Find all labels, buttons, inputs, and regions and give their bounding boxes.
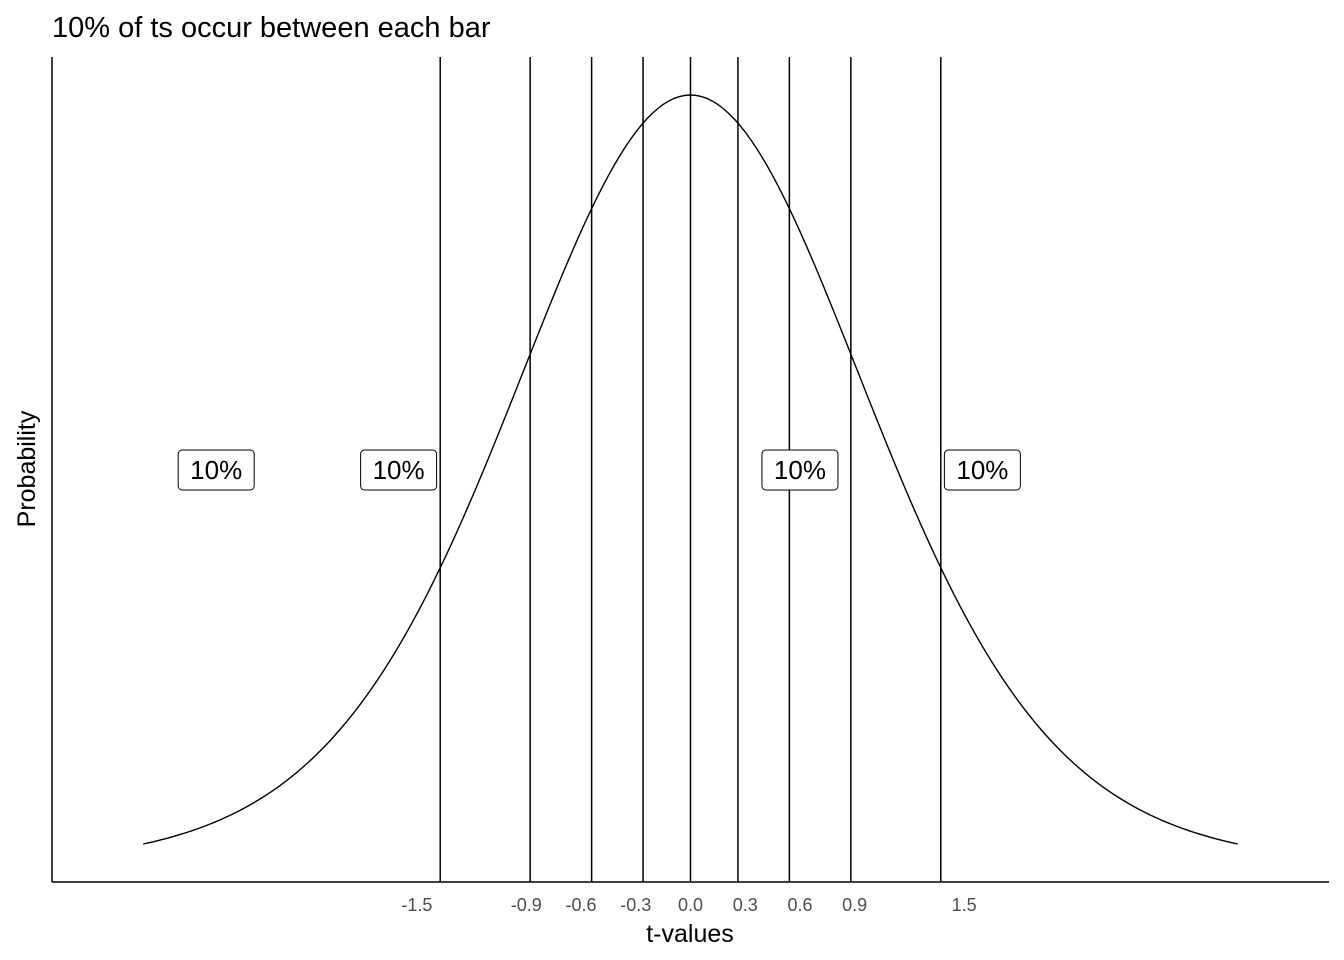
x-tick-label-2: -0.6	[566, 895, 597, 915]
annotation-box-1	[360, 449, 438, 491]
annotation-text-3: 10%	[956, 455, 1008, 485]
density-curve	[143, 94, 1238, 845]
annotation-text-1: 10%	[373, 455, 425, 485]
x-axis-title: t-values	[646, 920, 734, 948]
annotations: 10% 10% 10% 10%	[177, 449, 1021, 491]
annotation-box-2	[761, 449, 839, 491]
x-tick-label-1: -0.9	[511, 895, 542, 915]
x-tick-label-3: -0.3	[620, 895, 651, 915]
annotation-box-3	[943, 449, 1021, 491]
x-tick-label-5: 0.3	[733, 895, 758, 915]
annotation-box-0	[177, 449, 255, 491]
x-tick-label-4: 0.0	[678, 895, 703, 915]
x-tick-label-8: 1.5	[952, 895, 977, 915]
annotation-text-0: 10%	[190, 455, 242, 485]
x-tick-label-7: 0.9	[842, 895, 867, 915]
annotation-label-1: 10%	[360, 449, 438, 491]
chart-title: 10% of ts occur between each bar	[52, 12, 491, 44]
annotation-text-2: 10%	[774, 455, 826, 485]
annotation-label-2: 10%	[761, 449, 839, 491]
x-tick-label-6: 0.6	[787, 895, 812, 915]
x-tick-label-0: -1.5	[401, 895, 432, 915]
annotation-label-3: 10%	[943, 449, 1021, 491]
y-axis-title: Probability	[13, 410, 41, 527]
annotation-label-0: 10%	[177, 449, 255, 491]
x-tick-labels: -1.5 -0.9 -0.6 -0.3 0.0 0.3 0.6 0.9 1.5	[401, 895, 976, 915]
vertical-lines	[439, 57, 942, 882]
